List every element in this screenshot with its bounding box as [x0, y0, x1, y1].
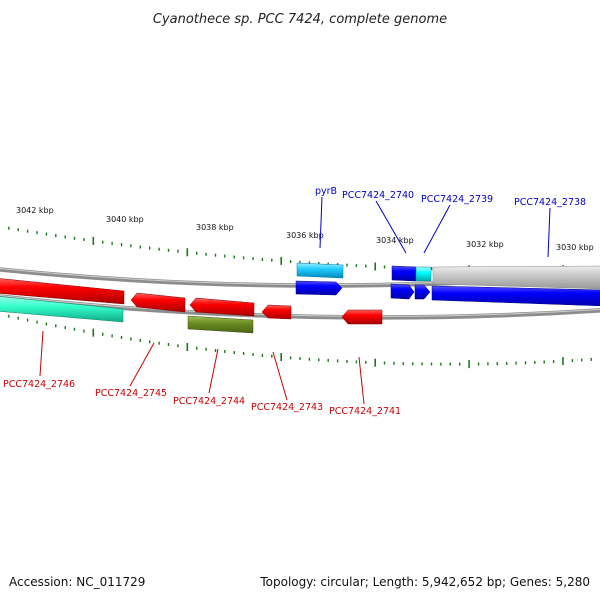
leader-line: [319, 196, 323, 249]
tick-label: 3030 kbp: [556, 243, 594, 252]
tick-label: 3042 kbp: [16, 206, 54, 215]
topology-text: Topology: circular; Length: 5,942,652 bp…: [259, 575, 590, 589]
leader-line: [129, 342, 155, 387]
gene-label-PCC7424-2739[interactable]: PCC7424_2739: [421, 194, 493, 205]
gene-PCC7424-2740[interactable]: [391, 265, 417, 282]
gene-label-PCC7424-2746[interactable]: PCC7424_2746: [3, 379, 75, 390]
gene-pyrB[interactable]: [296, 262, 344, 279]
gene-red-long[interactable]: [0, 278, 125, 305]
gene-PCC7424-2744-top[interactable]: [189, 297, 255, 317]
tick-label: 3038 kbp: [196, 223, 234, 232]
accession-text: Accession: NC_011729: [9, 575, 145, 589]
backbone-inner-highlight: [0, 295, 600, 317]
leader-line: [423, 204, 451, 254]
tick-label: 3032 kbp: [466, 240, 504, 249]
gene-label-PCC7424-2741[interactable]: PCC7424_2741: [329, 406, 401, 417]
gene-label-pyrB[interactable]: pyrB: [315, 186, 337, 197]
tick-label: 3036 kbp: [286, 231, 324, 240]
gene-PCC7424-2743[interactable]: [261, 304, 292, 320]
leader-line: [375, 200, 407, 254]
tick-label: 3034 kbp: [376, 236, 414, 245]
gene-label-PCC7424-2740[interactable]: PCC7424_2740: [342, 190, 414, 201]
leader-line: [358, 356, 365, 405]
gene-PCC7424-2745[interactable]: [130, 292, 186, 313]
gene-gray-segment[interactable]: [432, 265, 600, 290]
gene-label-PCC7424-2745[interactable]: PCC7424_2745: [95, 388, 167, 399]
gene-PCC7424-2739[interactable]: [415, 266, 432, 282]
gene-PCC7424-2744[interactable]: [187, 315, 254, 334]
leader-line: [208, 348, 219, 394]
gene-label-PCC7424-2744[interactable]: PCC7424_2744: [173, 396, 245, 407]
leader-line: [547, 207, 551, 258]
gene-pyrB-arrow[interactable]: [295, 280, 343, 296]
gene-blue-small-1[interactable]: [390, 283, 415, 300]
leader-line: [272, 351, 288, 401]
gene-PCC7424-2738[interactable]: [431, 285, 600, 307]
map-title: Cyanothece sp. PCC 7424, complete genome: [153, 12, 447, 27]
gene-PCC7424-2741[interactable]: [341, 309, 383, 325]
gene-blue-small-2[interactable]: [414, 284, 431, 300]
gene-label-PCC7424-2743[interactable]: PCC7424_2743: [251, 402, 323, 413]
tick-ring-inner: [8, 314, 592, 369]
gene-PCC7424-2746[interactable]: [0, 296, 124, 323]
leader-line: [39, 330, 44, 377]
gene-label-PCC7424-2738[interactable]: PCC7424_2738: [514, 197, 586, 208]
tick-label: 3040 kbp: [106, 215, 144, 224]
